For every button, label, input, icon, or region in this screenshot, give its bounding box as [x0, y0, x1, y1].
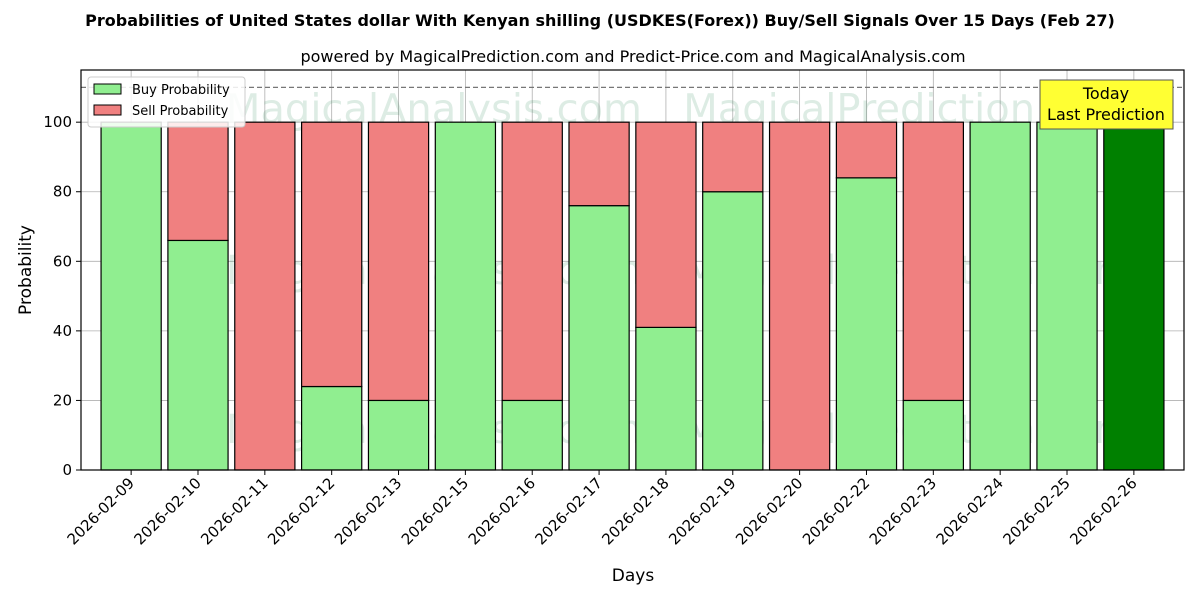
buy-bar [301, 385, 363, 471]
y-tick-label: 100 [43, 113, 72, 131]
x-tick-label: 2026-02-24 [933, 474, 1007, 548]
x-axis-label: Days [612, 566, 655, 586]
buy-bar [635, 326, 697, 471]
sell-bar [367, 121, 430, 402]
y-axis-label: Probability [16, 225, 36, 315]
legend-label: Sell Probability [132, 104, 229, 119]
sell-bar [768, 121, 831, 471]
sell-bar [635, 121, 697, 328]
x-tick-label: 2026-02-09 [64, 474, 138, 548]
sell-bar [568, 121, 630, 207]
y-tick-label: 80 [53, 183, 72, 201]
sell-bar [902, 121, 965, 402]
legend-swatch [93, 104, 122, 116]
x-tick-label: 2026-02-23 [866, 474, 940, 548]
sell-bar [234, 121, 296, 471]
x-tick-label: 2026-02-10 [130, 474, 204, 548]
y-tick-label: 40 [53, 322, 72, 340]
buy-bar [969, 121, 1031, 471]
buy-bar [1036, 121, 1098, 471]
x-tick-label: 2026-02-16 [465, 474, 539, 548]
sell-bar [835, 121, 898, 179]
buy-bar [902, 399, 965, 471]
x-tick-label: 2026-02-12 [264, 474, 338, 548]
x-tick-label: 2026-02-11 [197, 474, 271, 548]
buy-bar [367, 399, 430, 471]
buy-bar [702, 191, 764, 471]
legend-label: Buy Probability [132, 83, 230, 98]
y-tick-label: 60 [53, 252, 72, 270]
x-tick-label: 2026-02-17 [532, 474, 606, 548]
sell-bar [167, 121, 229, 242]
annotation-box [1039, 79, 1174, 130]
x-tick-label: 2026-02-19 [665, 474, 739, 548]
chart-title: Probabilities of United States dollar Wi… [85, 11, 1115, 30]
x-tick-label: 2026-02-25 [999, 474, 1073, 548]
x-tick-label: 2026-02-15 [398, 474, 472, 548]
chart-subtitle: powered by MagicalPrediction.com and Pre… [300, 47, 965, 66]
buy-bar [1103, 121, 1165, 471]
buy-bar [434, 121, 497, 471]
x-tick-label: 2026-02-18 [598, 474, 672, 548]
y-tick-label: 20 [53, 391, 72, 409]
x-tick-label: 2026-02-26 [1066, 474, 1140, 548]
x-tick-label: 2026-02-20 [732, 474, 806, 548]
sell-bar [501, 121, 563, 402]
plot-area: MagicalAnalysis.com MagicalPrediction.com… [43, 69, 1185, 548]
buy-bar [835, 177, 898, 471]
x-tick-label: 2026-02-22 [799, 474, 873, 548]
y-tick-label: 0 [62, 461, 72, 479]
plot-frame [80, 69, 1185, 471]
legend: Buy Probability Sell Probability [87, 76, 246, 128]
buy-bar [568, 205, 630, 471]
buy-bar [501, 399, 563, 471]
buy-bar [167, 239, 229, 471]
today-annotation: Today Last Prediction [1039, 79, 1174, 130]
legend-swatch [93, 83, 122, 95]
buy-bar [100, 121, 162, 471]
annotation-line1: Today [1082, 84, 1129, 103]
sell-bar [702, 121, 764, 193]
x-tick-label: 2026-02-13 [331, 474, 405, 548]
sell-bar [301, 121, 363, 388]
annotation-line2: Last Prediction [1047, 105, 1165, 124]
legend-box [87, 76, 246, 128]
